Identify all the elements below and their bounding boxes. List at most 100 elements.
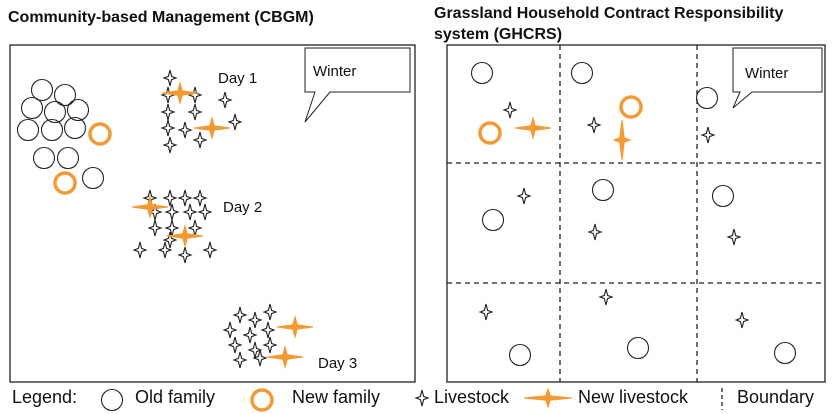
old-family: [508, 343, 532, 367]
day-label: Day 3: [318, 355, 357, 372]
old-family: [56, 146, 80, 170]
livestock: [252, 349, 268, 367]
old-family: [53, 83, 77, 107]
old-family: [81, 166, 105, 190]
new-family: [619, 95, 643, 119]
livestock: [162, 69, 178, 87]
livestock: [227, 336, 243, 354]
livestock: [160, 103, 176, 121]
old-family: [481, 208, 505, 232]
livestock: [247, 311, 263, 329]
livestock: [232, 351, 248, 369]
legend-label: Boundary: [737, 387, 814, 407]
old-family: [20, 96, 44, 120]
livestock: [502, 101, 518, 119]
old-family: [40, 118, 64, 142]
old-family: [711, 184, 735, 208]
livestock: [182, 203, 198, 221]
livestock: [164, 203, 180, 221]
callout-text: Winter: [745, 65, 788, 82]
new-livestock: [131, 194, 169, 220]
livestock: [227, 113, 243, 131]
right-title: system (GHCRS): [434, 26, 562, 43]
legend-title: Legend:: [12, 387, 77, 407]
livestock: [192, 189, 208, 207]
livestock: [160, 119, 176, 137]
livestock: [162, 136, 178, 154]
livestock: [160, 86, 176, 104]
callout: [304, 47, 411, 123]
old-family: [32, 146, 56, 170]
new-livestock: [523, 387, 573, 409]
old-family: [16, 118, 40, 142]
new-livestock: [266, 344, 304, 370]
right-panel: [446, 44, 826, 383]
new-family: [53, 171, 77, 195]
new-livestock: [514, 115, 552, 141]
livestock: [177, 246, 193, 264]
old-family: [43, 100, 67, 124]
old-family: [591, 178, 615, 202]
old-family: [626, 336, 650, 360]
new-livestock: [166, 223, 204, 249]
right-title: Grassland Household Contract Responsibil…: [434, 5, 783, 22]
old-family: [695, 86, 719, 110]
livestock: [478, 303, 494, 321]
new-family: [478, 121, 502, 145]
livestock: [192, 131, 208, 149]
livestock: [700, 126, 716, 144]
callout: [732, 47, 823, 109]
new-family: [250, 388, 274, 412]
legend-label: Livestock: [434, 387, 510, 407]
new-livestock: [193, 115, 231, 141]
new-livestock: [612, 119, 632, 161]
old-family: [63, 116, 87, 140]
old-family: [100, 388, 124, 412]
livestock: [157, 241, 173, 259]
livestock: [177, 189, 193, 207]
livestock: [202, 241, 218, 259]
legend-label: Old family: [135, 387, 215, 407]
livestock: [586, 116, 602, 134]
callout-text: Winter: [313, 63, 356, 80]
livestock: [162, 189, 178, 207]
old-family: [773, 341, 797, 365]
livestock: [414, 389, 430, 407]
livestock: [262, 336, 278, 354]
boundaries: [447, 45, 825, 382]
legend-label: New livestock: [578, 387, 689, 407]
livestock: [147, 219, 163, 237]
livestock: [164, 219, 180, 237]
livestock: [187, 219, 203, 237]
livestock: [232, 306, 248, 324]
livestock: [162, 231, 178, 249]
livestock: [177, 121, 193, 139]
livestock: [734, 311, 750, 329]
livestock: [217, 91, 233, 109]
livestock: [726, 228, 742, 246]
left-title: Community-based Management (CBGM): [8, 9, 314, 26]
livestock: [187, 86, 203, 104]
livestock: [598, 288, 614, 306]
livestock: [516, 187, 532, 205]
old-family: [66, 98, 90, 122]
day-label: Day 1: [218, 70, 257, 87]
livestock: [132, 241, 148, 259]
livestock: [262, 303, 278, 321]
left-panel: [9, 44, 416, 383]
livestock: [222, 321, 238, 339]
livestock: [242, 326, 258, 344]
new-family: [88, 122, 112, 146]
new-livestock: [161, 80, 199, 106]
livestock: [187, 103, 203, 121]
old-family: [30, 78, 54, 102]
new-livestock: [276, 314, 314, 340]
livestock: [260, 321, 276, 339]
day-label: Day 2: [223, 199, 262, 216]
old-family: [470, 61, 494, 85]
old-family: [570, 61, 594, 85]
legend-label: New family: [292, 387, 380, 407]
livestock: [197, 203, 213, 221]
livestock: [587, 223, 603, 241]
